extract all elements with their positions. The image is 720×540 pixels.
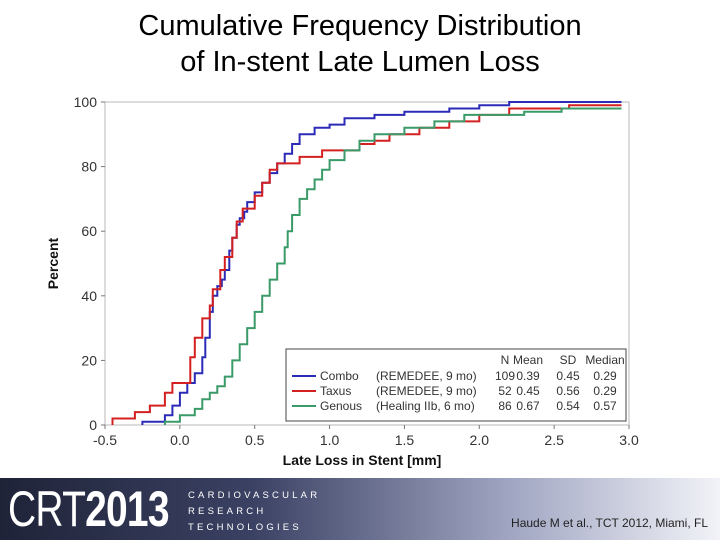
legend-box <box>285 348 627 422</box>
legend-mean: 0.45 <box>516 384 540 398</box>
crt-logo: CRT2013 <box>8 481 170 537</box>
legend-name: Combo <box>320 369 359 383</box>
legend-header-mean: Mean <box>513 353 543 367</box>
legend-study: (Healing IIb, 6 mo) <box>376 399 475 413</box>
legend-n: 86 <box>498 399 512 413</box>
legend-median: 0.29 <box>593 384 617 398</box>
logo-year: 2013 <box>85 481 169 537</box>
org-line-1: CARDIOVASCULAR <box>188 490 321 501</box>
series-line-combo <box>141 101 622 425</box>
x-tick-label: 0.5 <box>245 432 265 448</box>
legend-study: (REMEDEE, 9 mo) <box>376 369 477 383</box>
x-tick-label: 2.5 <box>544 432 564 448</box>
x-tick-label: 1.0 <box>320 432 340 448</box>
x-tick-label: 0.0 <box>170 432 190 448</box>
x-tick-label: -0.5 <box>93 432 117 448</box>
y-tick-label: 60 <box>81 223 97 239</box>
y-tick-label: 80 <box>81 159 97 175</box>
org-line-3: TECHNOLOGIES <box>188 522 302 533</box>
y-tick-label: 0 <box>89 417 97 433</box>
footer-banner: CRT2013 CARDIOVASCULAR RESEARCH TECHNOLO… <box>0 478 720 540</box>
logo-prefix: CRT <box>8 481 86 537</box>
legend-header-sd: SD <box>560 353 577 367</box>
legend-mean: 0.67 <box>516 399 540 413</box>
series-line-taxus <box>111 104 622 425</box>
legend-mean: 0.39 <box>516 369 540 383</box>
legend-sd: 0.45 <box>556 369 580 383</box>
legend-n: 109 <box>495 369 515 383</box>
x-tick-label: 3.0 <box>619 432 639 448</box>
legend-median: 0.57 <box>593 399 617 413</box>
legend-n: 52 <box>498 384 512 398</box>
y-tick-label: 40 <box>81 288 97 304</box>
y-tick-label: 100 <box>74 94 98 110</box>
legend-sd: 0.54 <box>556 399 580 413</box>
x-axis-label: Late Loss in Stent [mm] <box>283 452 442 468</box>
legend-sd: 0.56 <box>556 384 580 398</box>
org-line-2: RESEARCH <box>188 506 267 517</box>
legend-header-median: Median <box>585 353 624 367</box>
slide-title-line2: of In-stent Late Lumen Loss <box>180 46 540 78</box>
citation: Haude M et al., TCT 2012, Miami, FL <box>511 516 708 530</box>
cumulative-frequency-chart: -0.5 0.0 0.5 1.0 1.5 2.0 2.5 3.0 0 20 40 60 80 100 Lat… <box>45 94 639 468</box>
x-tick-label: 1.5 <box>395 432 415 448</box>
plot-frame <box>104 101 630 426</box>
x-tick-label: 2.0 <box>470 432 490 448</box>
legend-name: Taxus <box>320 384 351 398</box>
org-name: CARDIOVASCULAR RESEARCH TECHNOLOGIES <box>188 488 320 536</box>
legend-header-n: N <box>501 353 510 367</box>
y-tick-label: 20 <box>81 352 97 368</box>
slide-title: Cumulative Frequency Distribution of In-… <box>0 8 720 80</box>
legend-name: Genous <box>320 399 362 413</box>
y-axis-label: Percent <box>45 237 61 289</box>
series-line-genous <box>163 107 622 425</box>
slide-title-line1: Cumulative Frequency Distribution <box>138 10 582 42</box>
legend-median: 0.29 <box>593 369 617 383</box>
legend-study: (REMEDEE, 9 mo) <box>376 384 477 398</box>
